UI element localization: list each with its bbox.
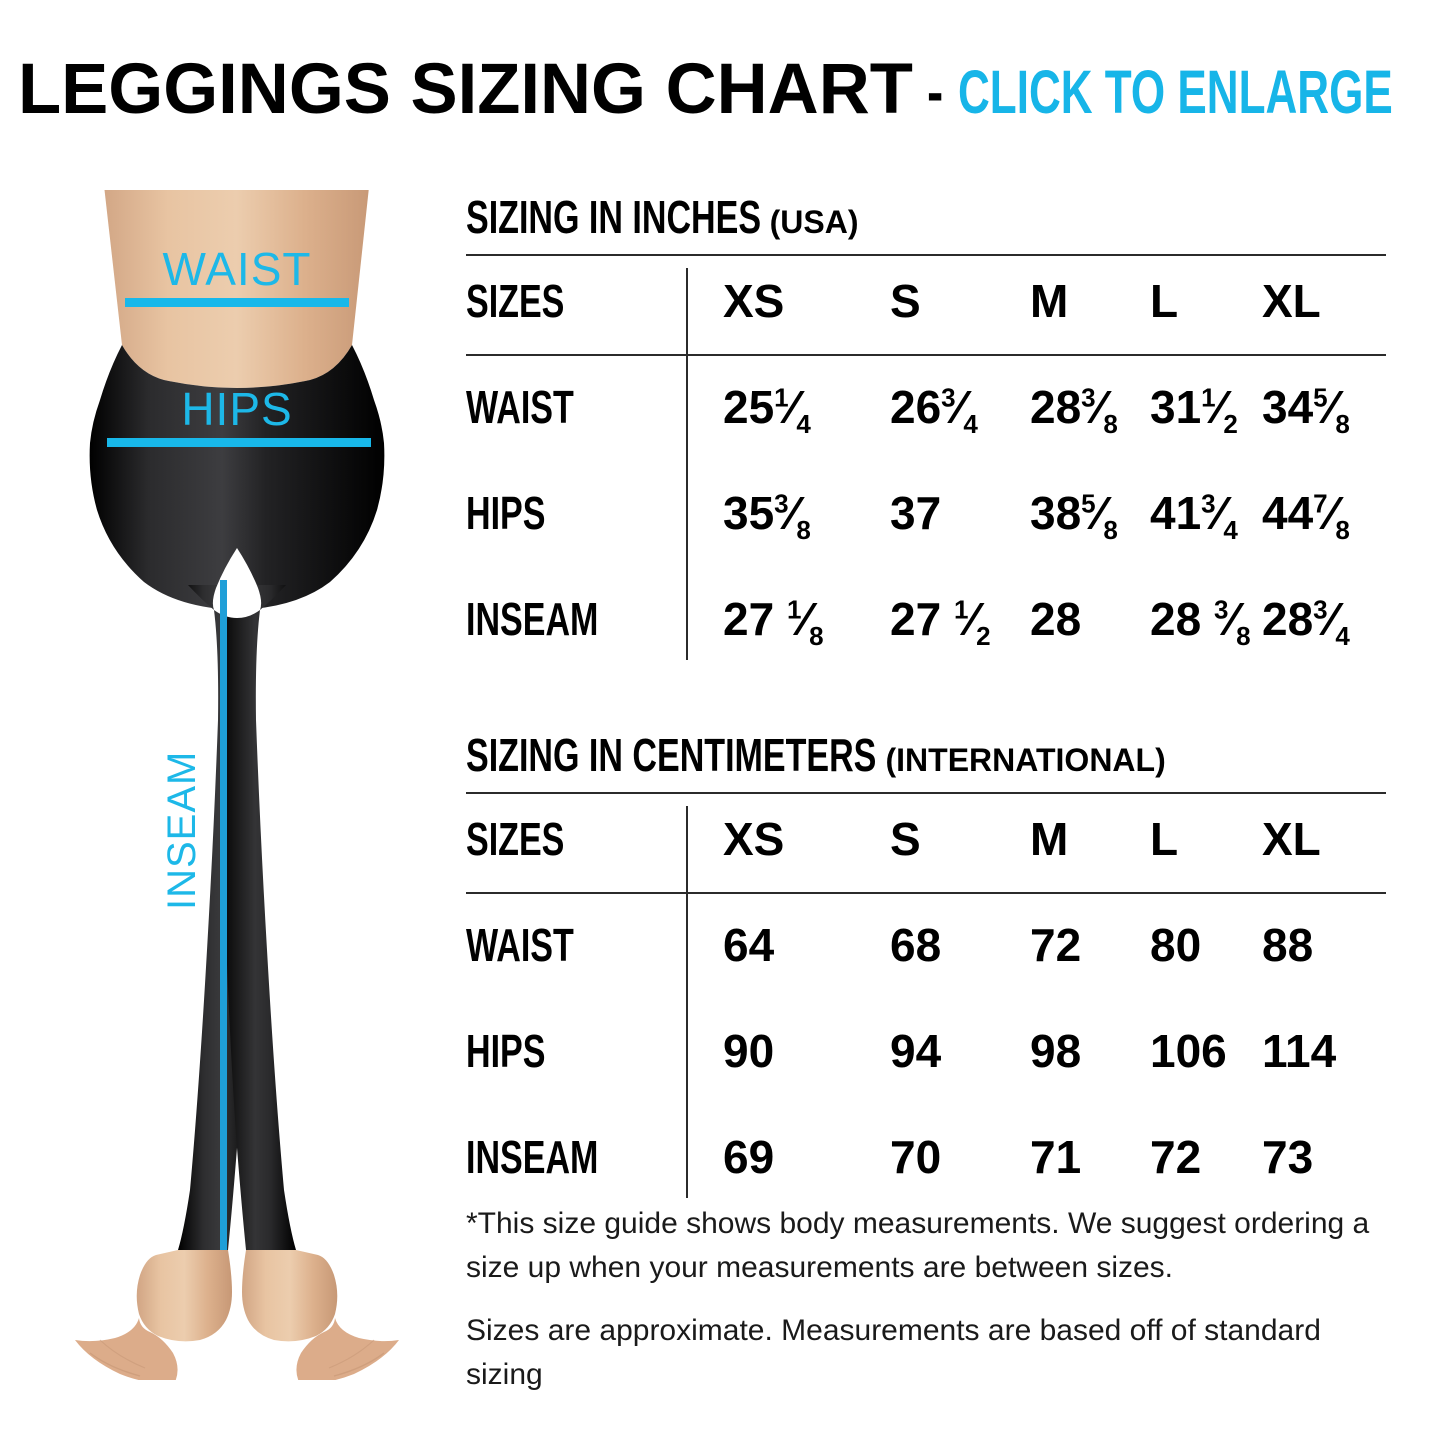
svg-text:HIPS: HIPS [181,383,292,435]
svg-text:WAIST: WAIST [163,243,312,295]
svg-text:INSEAM: INSEAM [160,751,204,910]
